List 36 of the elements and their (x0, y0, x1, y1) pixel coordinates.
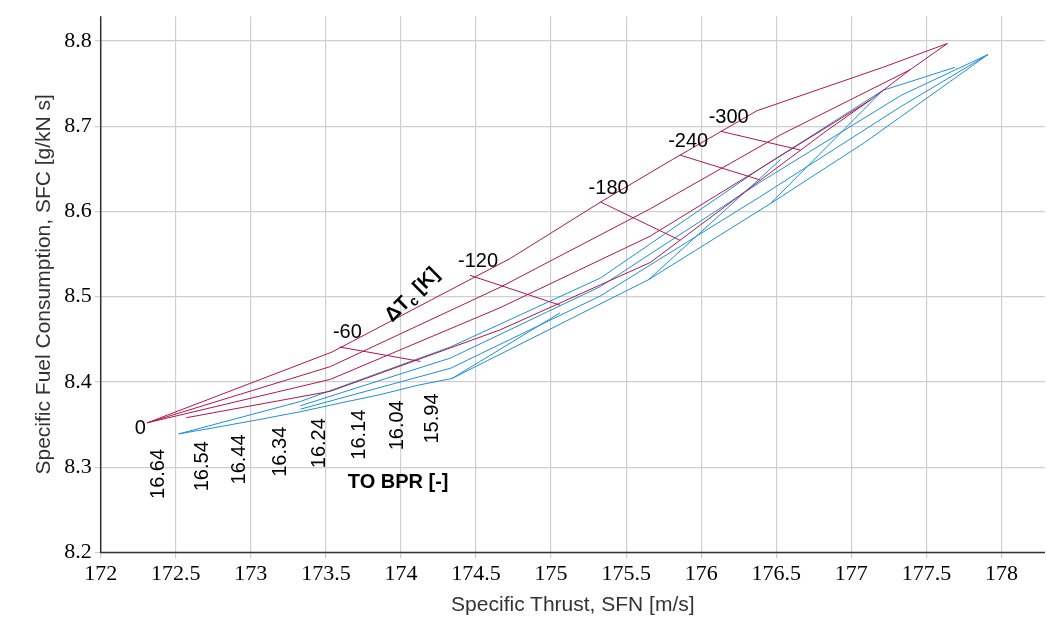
y-tick-label: 8.3 (64, 452, 92, 478)
x-tick-label: 173.5 (301, 560, 351, 586)
y-tick-label: 8.5 (64, 282, 92, 308)
annotation: 16.04 (384, 400, 407, 451)
annotation: 16.64 (146, 448, 169, 499)
x-tick-label: 175.5 (601, 560, 651, 586)
x-tick-label: 177.5 (901, 560, 952, 586)
x-tick-label: 173 (234, 560, 268, 586)
annotation: 15.94 (419, 393, 442, 444)
annotation: 0 (134, 416, 146, 439)
y-tick-label: 8.7 (64, 111, 92, 137)
annotation: -180 (588, 175, 629, 198)
annotation: 16.44 (227, 434, 250, 485)
x-axis-title: Specific Thrust, SFN [m/s] (451, 592, 695, 616)
annotation: -300 (708, 104, 749, 127)
y-axis-title: Specific Fuel Consumption, SFC [g/kN s] (31, 94, 55, 475)
annotation: 16.24 (306, 418, 329, 469)
x-tick-label: 172.5 (151, 560, 201, 586)
annotation: 16.34 (267, 426, 290, 477)
annotation: 16.54 (189, 441, 212, 492)
annotation: -60 (332, 320, 362, 343)
annotation: -240 (668, 128, 709, 151)
x-tick-label: 175 (534, 560, 568, 586)
x-tick-label: 176 (684, 560, 718, 586)
x-tick-label: 178 (984, 560, 1018, 586)
x-tick-label: 177 (834, 560, 868, 586)
annotation: ΔTc [K] (379, 262, 443, 326)
annotation: 16.14 (347, 409, 370, 460)
x-tick-label: 176.5 (751, 560, 802, 586)
x-tick-label: 174 (384, 560, 418, 586)
y-tick-label: 8.8 (64, 26, 92, 52)
annotation: TO BPR [-] (347, 470, 449, 493)
x-tick-label: 174.5 (451, 560, 501, 586)
y-tick-label: 8.4 (64, 367, 92, 393)
annotation: -120 (458, 248, 499, 271)
y-tick-label: 8.6 (64, 197, 92, 223)
